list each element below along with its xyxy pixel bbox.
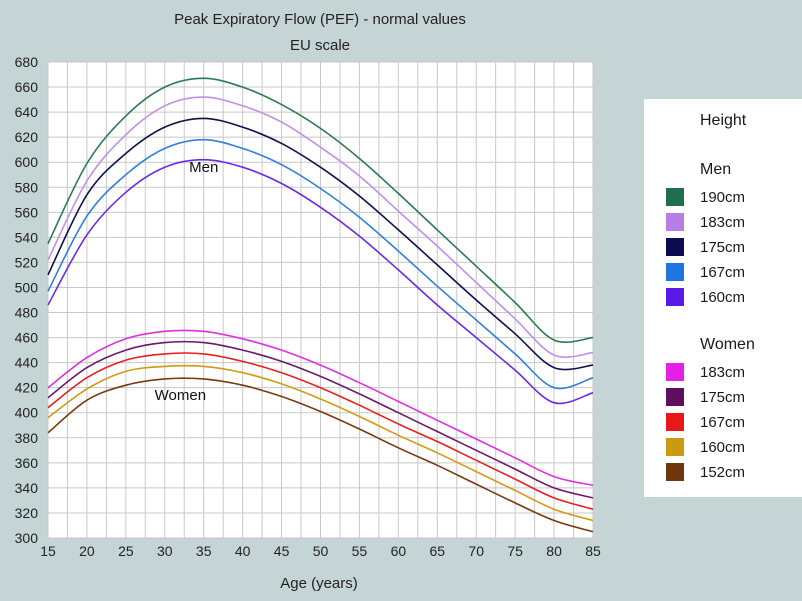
legend: Height Men 190cm 183cm 175cm 167cm 160cm… <box>644 99 802 497</box>
series-line-women-160cm <box>47 364 594 522</box>
legend-swatch <box>666 438 684 456</box>
y-tick-label: 580 <box>15 179 39 195</box>
legend-item-men-183: 183cm <box>666 212 745 232</box>
x-tick-label: 30 <box>157 543 173 559</box>
legend-swatch <box>666 463 684 481</box>
series-line-men-167cm <box>47 138 594 390</box>
legend-item-women-160: 160cm <box>666 437 745 457</box>
x-axis-label: Age (years) <box>280 575 358 592</box>
chart-title: Peak Expiratory Flow (PEF) - normal valu… <box>174 11 466 28</box>
legend-swatch <box>666 238 684 256</box>
y-tick-label: 520 <box>15 254 39 270</box>
legend-item-women-152: 152cm <box>666 462 745 482</box>
legend-label: 167cm <box>700 263 746 281</box>
y-tick-label: 480 <box>15 305 39 321</box>
x-tick-label: 45 <box>274 543 290 559</box>
x-tick-label: 25 <box>118 543 134 559</box>
x-tick-label: 55 <box>352 543 368 559</box>
y-tick-label: 300 <box>15 530 39 546</box>
series-line-men-160cm <box>47 158 594 405</box>
x-tick-label: 35 <box>196 543 212 559</box>
x-tick-label: 20 <box>79 543 95 559</box>
x-tick-label: 60 <box>391 543 407 559</box>
chart-subtitle: EU scale <box>290 37 350 54</box>
legend-item-men-190: 190cm <box>666 187 745 207</box>
legend-swatch <box>666 388 684 406</box>
y-tick-label: 400 <box>15 405 39 421</box>
legend-label: 183cm <box>700 363 746 381</box>
y-tick-label: 560 <box>15 204 39 220</box>
series-line-women-183cm <box>47 329 594 487</box>
y-tick-label: 600 <box>15 154 39 170</box>
legend-item-men-160: 160cm <box>666 287 745 307</box>
legend-label: 175cm <box>700 238 746 256</box>
legend-swatch <box>666 188 684 206</box>
legend-label: 160cm <box>700 438 746 456</box>
legend-swatch <box>666 413 684 431</box>
annotation-men: Men <box>189 159 218 176</box>
legend-label: 190cm <box>700 188 746 206</box>
x-tick-label: 80 <box>546 543 562 559</box>
y-tick-label: 640 <box>15 104 39 120</box>
series-line-men-175cm <box>47 117 594 371</box>
grid <box>47 61 594 539</box>
x-tick-label: 40 <box>235 543 251 559</box>
x-tick-label: 50 <box>313 543 329 559</box>
legend-label: 175cm <box>700 388 746 406</box>
series-line-women-152cm <box>47 377 594 533</box>
legend-label: 152cm <box>700 463 746 481</box>
x-tick-label: 70 <box>468 543 484 559</box>
series-line-women-175cm <box>47 340 594 499</box>
legend-swatch <box>666 263 684 281</box>
legend-swatch <box>666 213 684 231</box>
legend-swatch <box>666 363 684 381</box>
legend-title: Height <box>700 112 747 129</box>
legend-group-women: Women <box>700 336 755 353</box>
legend-label: 183cm <box>700 213 746 231</box>
legend-item-men-175: 175cm <box>666 237 745 257</box>
series-lines <box>47 77 594 533</box>
legend-item-women-175: 175cm <box>666 387 745 407</box>
annotation-women: Women <box>155 387 206 404</box>
x-tick-label: 85 <box>585 543 601 559</box>
y-tick-label: 420 <box>15 380 39 396</box>
y-tick-label: 380 <box>15 430 39 446</box>
y-tick-label: 540 <box>15 229 39 245</box>
legend-swatch <box>666 288 684 306</box>
legend-item-men-167: 167cm <box>666 262 745 282</box>
y-tick-label: 340 <box>15 480 39 496</box>
y-tick-label: 500 <box>15 279 39 295</box>
y-tick-label: 620 <box>15 129 39 145</box>
x-tick-label: 15 <box>40 543 56 559</box>
series-line-men-190cm <box>47 77 594 344</box>
legend-label: 167cm <box>700 413 746 431</box>
series-line-men-183cm <box>47 96 594 358</box>
x-axis-ticks: 15 20 25 30 35 40 45 50 55 60 65 70 75 80 85 <box>40 543 601 559</box>
x-tick-label: 75 <box>507 543 523 559</box>
x-tick-label: 65 <box>429 543 445 559</box>
legend-item-women-167: 167cm <box>666 412 745 432</box>
y-axis-ticks: 300 320 340 360 380 400 420 440 460 480 500 520 540 5… <box>15 54 39 546</box>
legend-item-women-183: 183cm <box>666 362 745 382</box>
y-tick-label: 320 <box>15 505 39 521</box>
y-tick-label: 680 <box>15 54 39 70</box>
y-tick-label: 360 <box>15 455 39 471</box>
legend-label: 160cm <box>700 288 746 306</box>
series-line-women-167cm <box>47 352 594 510</box>
y-tick-label: 660 <box>15 79 39 95</box>
annotations: Men Women <box>155 159 219 404</box>
y-tick-label: 440 <box>15 355 39 371</box>
y-tick-label: 460 <box>15 330 39 346</box>
legend-group-men: Men <box>700 161 732 178</box>
